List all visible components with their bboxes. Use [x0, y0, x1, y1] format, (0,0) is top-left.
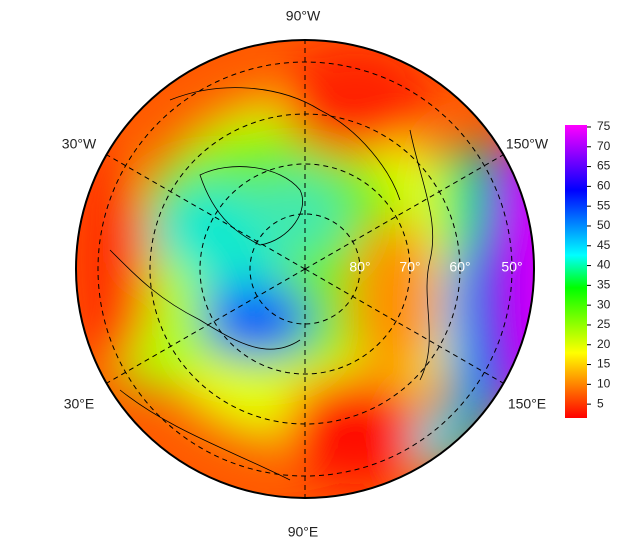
latitude-label: 80° [349, 259, 370, 275]
longitude-label: 150°E [508, 396, 546, 412]
map-border [75, 39, 535, 499]
longitude-label: 30°W [62, 136, 97, 152]
map-field [76, 40, 534, 498]
colorbar-tick-label: 30 [597, 297, 611, 311]
colorbar-tick-label: 20 [597, 337, 611, 351]
colorbar-tick-label: 70 [597, 139, 611, 153]
colorbar-tick-label: 25 [597, 317, 611, 331]
colorbar-tick-label: 10 [597, 377, 611, 391]
colorbar-tick-label: 65 [597, 159, 611, 173]
colorbar-tick-label: 75 [597, 119, 611, 133]
coastlines [109, 87, 434, 481]
colorbar-tick-label: 35 [597, 278, 611, 292]
latitude-label: 50° [501, 259, 522, 275]
colorbar-tick-label: 60 [597, 179, 611, 193]
colorbar-scale [565, 125, 587, 418]
colorbar: 5 10 15 20 25 30 35 40 45 50 55 60 65 70 75 [565, 119, 611, 418]
colorbar-tick-label: 45 [597, 238, 611, 252]
longitude-label: 150°W [506, 136, 549, 152]
longitude-label: 90°E [288, 524, 319, 540]
colorbar-tick-label: 40 [597, 258, 611, 272]
colorbar-tick-label: 55 [597, 198, 611, 212]
latitude-label: 70° [399, 259, 420, 275]
colorbar-tick-label: 50 [597, 218, 611, 232]
latitude-label: 60° [449, 259, 470, 275]
graticule [97, 40, 513, 498]
longitude-label: 30°E [64, 396, 95, 412]
longitude-label: 90°W [286, 8, 321, 24]
colorbar-tick-label: 15 [597, 357, 611, 371]
colorbar-tick-label: 5 [597, 396, 604, 410]
